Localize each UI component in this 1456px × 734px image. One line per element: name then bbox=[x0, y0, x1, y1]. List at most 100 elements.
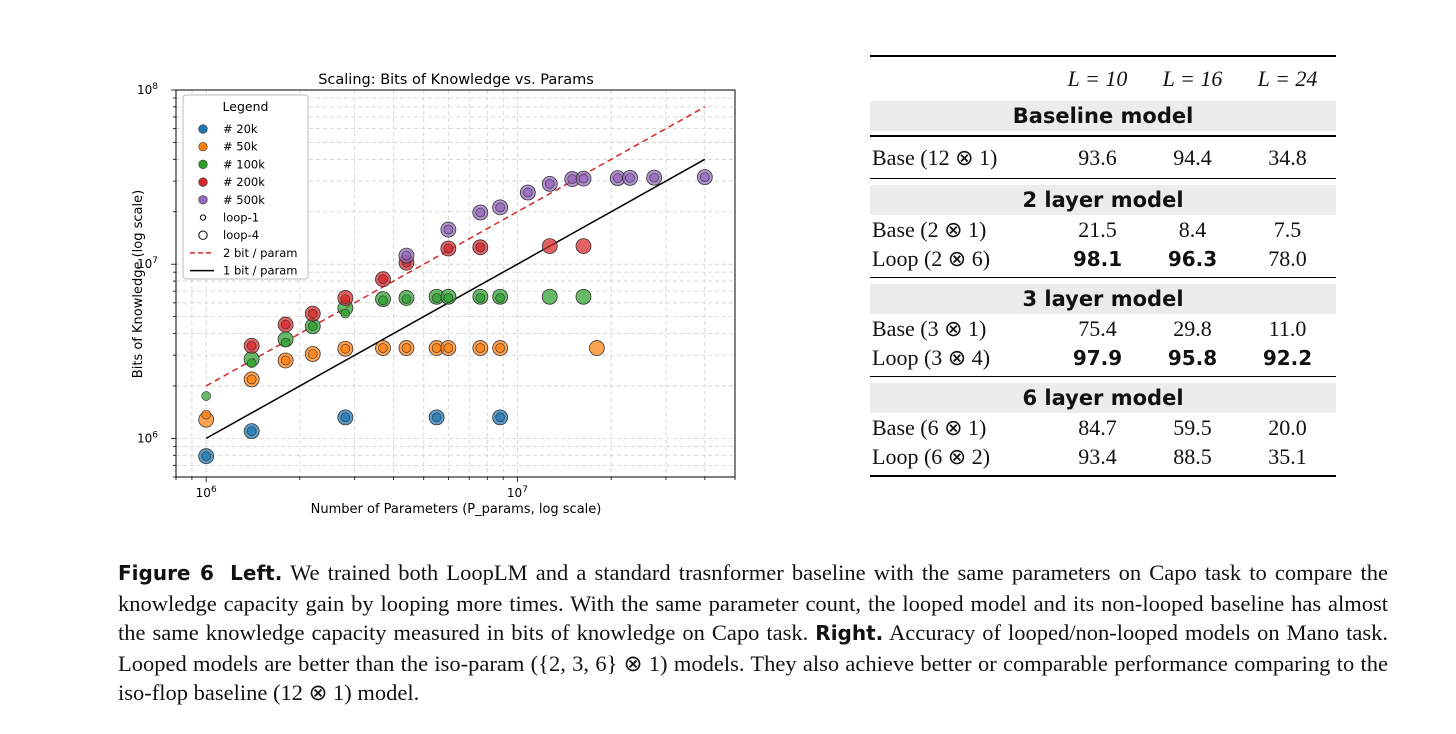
results-table: L = 10 L = 16 L = 24 Baseline model Base… bbox=[870, 55, 1336, 477]
point-loop-1 bbox=[401, 250, 412, 261]
x-axis-label: Number of Parameters (P_params, log scal… bbox=[311, 502, 602, 517]
point-loop-1 bbox=[612, 173, 623, 183]
point-loop-1 bbox=[378, 343, 388, 353]
point-loop-1 bbox=[340, 294, 351, 304]
point-loop-1 bbox=[567, 174, 578, 184]
point-loop-4 bbox=[541, 238, 558, 254]
table-cell-best: 92.2 bbox=[1262, 345, 1313, 370]
section-title-3-layer: 3 layer model bbox=[870, 284, 1336, 314]
legend-label: loop-4 bbox=[223, 228, 259, 242]
point-loop-1 bbox=[495, 343, 505, 353]
scaling-scatter-plot: Scaling: Bits of Knowledge vs. Params 10… bbox=[131, 72, 736, 517]
point-loop-1 bbox=[700, 172, 710, 182]
point-loop-1 bbox=[443, 243, 454, 254]
point-loop-1 bbox=[378, 274, 388, 284]
point-loop-1 bbox=[280, 319, 291, 330]
table-cell-best: 95.8 bbox=[1167, 345, 1218, 370]
point-loop-4 bbox=[575, 288, 592, 305]
table-cell: 84.7 bbox=[1078, 414, 1117, 440]
point-loop-1 bbox=[340, 412, 351, 423]
table-row: Base (3 ⊗ 1) 75.4 29.8 11.0 bbox=[870, 314, 1336, 343]
point-loop-1 bbox=[401, 343, 412, 353]
point-loop-1 bbox=[201, 451, 211, 461]
section-rule bbox=[870, 376, 1336, 377]
point-loop-1 bbox=[578, 173, 589, 184]
table-cell: 94.4 bbox=[1173, 144, 1212, 170]
legend-marker bbox=[199, 214, 207, 221]
table-cell: 11.0 bbox=[1268, 315, 1307, 341]
legend-marker bbox=[198, 230, 208, 240]
row-label: Base (2 ⊗ 1) bbox=[872, 216, 987, 242]
legend-box bbox=[182, 94, 309, 280]
point-loop-1 bbox=[443, 224, 454, 235]
y-tick-label: 106 bbox=[137, 430, 158, 445]
point-loop-1 bbox=[443, 343, 454, 353]
table-cell: 7.5 bbox=[1273, 216, 1302, 242]
header-cell: L = 10 bbox=[1067, 66, 1128, 91]
section-title-2-layer: 2 layer model bbox=[870, 185, 1336, 215]
point-loop-1 bbox=[544, 179, 555, 189]
point-loop-1 bbox=[307, 308, 318, 319]
x-tick-label: 107 bbox=[507, 485, 528, 500]
data-points bbox=[198, 169, 713, 465]
point-loop-1 bbox=[340, 343, 351, 354]
table-row: Base (6 ⊗ 1) 84.7 59.5 20.0 bbox=[870, 413, 1336, 442]
row-label: Base (3 ⊗ 1) bbox=[872, 315, 987, 341]
table-row: Base (12 ⊗ 1) 93.6 94.4 34.8 bbox=[870, 143, 1336, 172]
point-loop-1 bbox=[649, 172, 659, 183]
point-loop-1 bbox=[280, 337, 291, 348]
legend: Legend # 20k # 50k # 100k # 200k # 500k loop-1… bbox=[182, 94, 309, 280]
legend-label: 2 bit / param bbox=[223, 246, 298, 260]
point-loop-1 bbox=[475, 343, 486, 353]
point-loop-1 bbox=[475, 207, 486, 218]
section-rule bbox=[870, 178, 1336, 179]
legend-label: # 100k bbox=[223, 157, 265, 171]
table-cell: 93.6 bbox=[1078, 144, 1117, 170]
figure-label: Figure 6 bbox=[118, 561, 214, 585]
table-row: Loop (3 ⊗ 4) 97.9 95.8 92.2 bbox=[870, 343, 1336, 372]
point-loop-4 bbox=[588, 340, 605, 356]
legend-label: # 500k bbox=[223, 193, 265, 207]
plot-frame bbox=[175, 89, 736, 478]
section-title-baseline: Baseline model bbox=[870, 101, 1336, 131]
header-row: L = 10 L = 16 L = 24 bbox=[870, 57, 1336, 101]
point-loop-1 bbox=[307, 321, 318, 332]
point-loop-1 bbox=[246, 340, 257, 351]
legend-title: Legend bbox=[223, 99, 269, 114]
table-cell: 20.0 bbox=[1268, 414, 1307, 440]
legend-label: # 200k bbox=[223, 175, 265, 189]
y-axis-label: Bits of Knowledge (log scale) bbox=[131, 190, 146, 378]
section-rule bbox=[870, 277, 1336, 278]
legend-marker bbox=[198, 177, 208, 187]
legend-label: # 20k bbox=[223, 122, 258, 136]
point-loop-1 bbox=[625, 173, 635, 183]
table-cell-best: 98.1 bbox=[1072, 246, 1123, 271]
legend-marker bbox=[198, 142, 208, 152]
legend-marker bbox=[198, 195, 208, 205]
legend-label: # 50k bbox=[223, 140, 258, 154]
point-loop-4 bbox=[575, 238, 592, 254]
point-loop-4 bbox=[541, 288, 558, 305]
table-cell: 88.5 bbox=[1173, 443, 1212, 469]
point-loop-1 bbox=[340, 308, 351, 319]
table-cell: 8.4 bbox=[1178, 216, 1207, 242]
table-cell: 75.4 bbox=[1078, 315, 1117, 341]
top-rule bbox=[870, 55, 1336, 57]
table-cell: 29.8 bbox=[1173, 315, 1212, 341]
point-loop-1 bbox=[443, 293, 454, 303]
legend-marker bbox=[198, 159, 208, 169]
left-text: We trained both LoopLM and a standard tr… bbox=[118, 560, 1389, 645]
row-label: Loop (2 ⊗ 6) bbox=[872, 245, 991, 271]
row-label: Base (6 ⊗ 1) bbox=[872, 414, 987, 440]
point-loop-1 bbox=[523, 187, 533, 198]
point-loop-1 bbox=[246, 426, 257, 436]
point-loop-1 bbox=[201, 391, 211, 401]
chart-title: Scaling: Bits of Knowledge vs. Params bbox=[318, 72, 594, 88]
bottom-rule bbox=[870, 475, 1336, 477]
point-loop-1 bbox=[475, 293, 486, 303]
point-loop-1 bbox=[201, 409, 211, 420]
legend-label: loop-1 bbox=[223, 211, 259, 225]
point-loop-1 bbox=[431, 343, 442, 353]
point-loop-1 bbox=[246, 374, 257, 385]
section-rule bbox=[870, 135, 1336, 137]
